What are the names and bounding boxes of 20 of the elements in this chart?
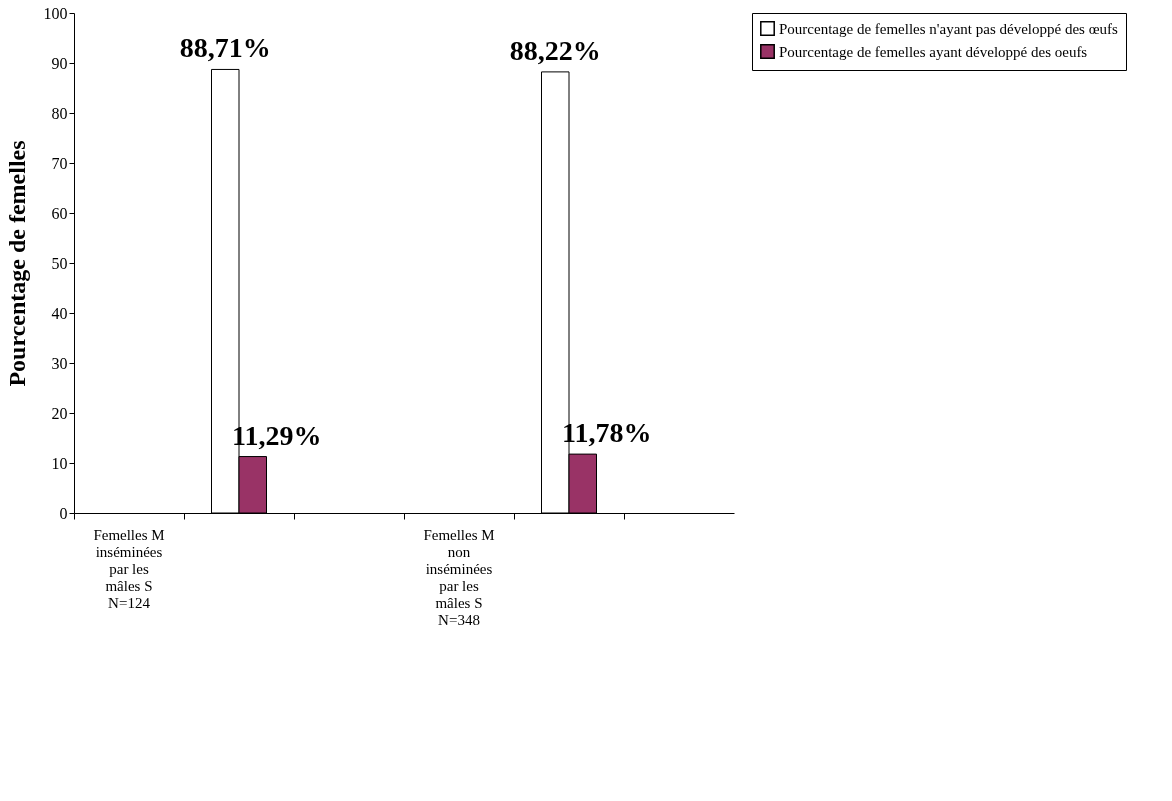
y-tick-label: 90 <box>51 54 68 72</box>
y-tick-label: 70 <box>51 154 68 172</box>
data-label: 11,29% <box>232 419 322 451</box>
data-label: 88,22% <box>509 34 601 66</box>
y-tick-label: 20 <box>51 404 68 422</box>
y-tick-label: 100 <box>43 4 68 22</box>
y-tick-label: 30 <box>51 354 68 372</box>
data-label: 11,78% <box>562 417 652 449</box>
data-label: 88,71% <box>179 32 271 64</box>
x-tick-label: Femelles M inséminées par les mâles S N=124 <box>93 526 165 611</box>
legend-label: Pourcentage de femelles n'ayant pas développé des œufs <box>779 20 1118 37</box>
legend-label: Pourcentage de femelles ayant développé des oeufs <box>779 43 1088 60</box>
y-tick-label: 0 <box>59 504 68 522</box>
y-tick-label: 60 <box>51 204 68 222</box>
y-tick-label: 50 <box>51 254 68 272</box>
y-tick-label: 40 <box>51 304 68 322</box>
y-tick-label: 10 <box>51 454 68 472</box>
y-tick-label: 80 <box>51 104 68 122</box>
x-tick-label: Femelles M non inséminées par les mâles S N=348 <box>423 526 495 628</box>
y-axis-title: Pourcentage de femelles <box>3 140 30 387</box>
